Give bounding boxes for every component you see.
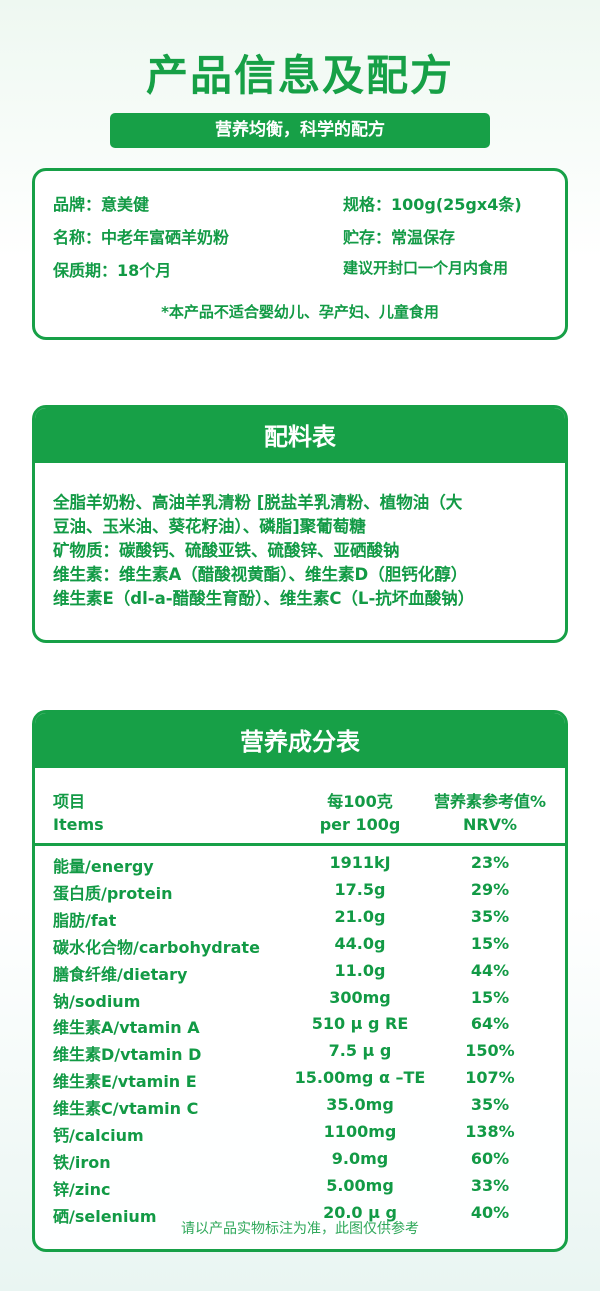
table-row: 钠/sodium 300mg 15% <box>35 988 565 1015</box>
cell-per: 510 μ g RE <box>311 1014 409 1034</box>
cell-nrv: 23% <box>470 853 510 872</box>
disclaimer: 请以产品实物标注为准，此图仅供参考 <box>181 1221 419 1237</box>
cell-per: 20.0 μ g <box>323 1202 397 1222</box>
cell-per: 5.00mg <box>326 1175 394 1195</box>
table-row: 硒/selenium 20.0 μ g 40% <box>35 1203 565 1230</box>
subtitle-banner: 营养均衡，科学的配方 <box>110 113 490 148</box>
cell-item: 钠/sodium <box>53 991 141 1011</box>
cell-per: 15.00mg α –TE <box>294 1068 426 1088</box>
table-row: 维生素E/vtamin E 15.00mg α –TE 107% <box>35 1068 565 1095</box>
header-per: 每100克 <box>327 792 393 811</box>
cell-per: 300mg <box>329 987 391 1007</box>
ingredient-line: 豆油、玉米油、葵花籽油）、磷脂]聚葡萄糖 <box>53 517 366 536</box>
table-row: 能量/energy 1911kJ 23% <box>35 853 565 880</box>
table-header-row: Items per 100g NRV% <box>35 815 565 842</box>
cell-per: 17.5g <box>334 879 386 899</box>
header-nrv: 营养素参考值% <box>433 792 547 811</box>
cell-per: 1100mg <box>323 1122 397 1141</box>
cell-item: 硒/selenium <box>53 1206 157 1226</box>
brand: 品牌：意美健 <box>53 195 150 214</box>
spec: 规格：100g(25gx4条) <box>343 195 522 214</box>
ingredient-line: 维生素E（dl-a-醋酸生育酚）、维生素C（L-抗坏血酸钠） <box>53 589 475 608</box>
cell-nrv: 107% <box>465 1068 515 1088</box>
cell-per: 44.0g <box>334 933 386 953</box>
cell-item: 钙/calcium <box>53 1126 144 1145</box>
table-row: 维生素C/vtamin C 35.0mg 35% <box>35 1095 565 1122</box>
cell-nrv: 15% <box>470 987 510 1007</box>
cell-per: 35.0mg <box>326 1095 394 1115</box>
cell-item: 锌/zinc <box>53 1179 111 1199</box>
shelf-life: 保质期：18个月 <box>53 261 172 280</box>
page-title: 产品信息及配方 <box>145 51 454 100</box>
header-divider <box>35 843 565 846</box>
header-nrv: NRV% <box>462 815 518 834</box>
ingredients-card: 配料表 全脂羊奶粉、高油羊乳清粉 [脱盐羊乳清粉、植物油（大 豆油、玉米油、葵花… <box>32 405 568 643</box>
cell-nrv: 40% <box>470 1202 510 1222</box>
ingredient-line: 矿物质：碳酸钙、硫酸亚铁、硫酸锌、亚硒酸钠 <box>53 541 400 560</box>
cell-nrv: 15% <box>470 933 510 953</box>
product-name: 名称：中老年富硒羊奶粉 <box>53 228 230 247</box>
table-row: 脂肪/fat 21.0g 35% <box>35 907 565 934</box>
storage: 贮存：常温保存 <box>343 228 456 247</box>
ingredients-list: 全脂羊奶粉、高油羊乳清粉 [脱盐羊乳清粉、植物油（大 豆油、玉米油、葵花籽油）、… <box>35 463 565 611</box>
ingredient-line: 全脂羊奶粉、高油羊乳清粉 [脱盐羊乳清粉、植物油（大 <box>53 493 463 512</box>
cell-nrv: 44% <box>470 960 510 980</box>
cell-per: 21.0g <box>334 906 386 926</box>
cell-nrv: 64% <box>470 1014 510 1034</box>
advice: 建议开封口一个月内食用 <box>343 259 509 277</box>
cell-per: 9.0mg <box>331 1148 389 1168</box>
table-row: 膳食纤维/dietary 11.0g 44% <box>35 961 565 988</box>
header-item: Items <box>53 815 104 834</box>
table-row: 碳水化合物/carbohydrate 44.0g 15% <box>35 934 565 961</box>
table-row: 维生素A/vtamin A 510 μ g RE 64% <box>35 1014 565 1041</box>
cell-item: 铁/iron <box>53 1152 111 1172</box>
table-row: 锌/zinc 5.00mg 33% <box>35 1176 565 1203</box>
table-header-row: 项目 每100克 营养素参考值% <box>35 788 565 815</box>
ingredients-heading: 配料表 <box>35 408 565 463</box>
cell-nrv: 150% <box>465 1041 515 1061</box>
cell-nrv: 60% <box>470 1148 510 1168</box>
cell-item: 膳食纤维/dietary <box>53 964 188 984</box>
product-info-card: 品牌：意美健 规格：100g(25gx4条) 名称：中老年富硒羊奶粉 贮存：常温… <box>32 168 568 340</box>
cell-per: 7.5 μ g <box>328 1041 392 1061</box>
cell-item: 脂肪/fat <box>53 910 117 930</box>
nutrition-card: 营养成分表 项目 每100克 营养素参考值% Items per 100g NR… <box>32 710 568 1252</box>
cell-per: 1911kJ <box>329 853 391 872</box>
table-row: 钙/calcium 1100mg 138% <box>35 1122 565 1149</box>
cell-nrv: 33% <box>470 1175 510 1195</box>
cell-per: 11.0g <box>334 960 386 980</box>
table-row: 维生素D/vtamin D 7.5 μ g 150% <box>35 1041 565 1068</box>
cell-item: 维生素D/vtamin D <box>53 1045 202 1065</box>
table-row: 铁/iron 9.0mg 60% <box>35 1149 565 1176</box>
cell-item: 蛋白质/protein <box>53 883 173 903</box>
cell-nrv: 35% <box>470 906 510 926</box>
cell-nrv: 29% <box>470 879 510 899</box>
cell-item: 维生素E/vtamin E <box>53 1072 197 1092</box>
cell-item: 维生素A/vtamin A <box>53 1018 200 1038</box>
cell-item: 能量/energy <box>53 857 154 876</box>
cell-nrv: 35% <box>470 1095 510 1115</box>
cell-item: 碳水化合物/carbohydrate <box>53 937 260 957</box>
header-item: 项目 <box>53 792 86 811</box>
nutrition-heading: 营养成分表 <box>35 713 565 768</box>
warning-note: *本产品不适合婴幼儿、孕产妇、儿童食用 <box>161 303 439 321</box>
cell-nrv: 138% <box>465 1122 515 1141</box>
cell-item: 维生素C/vtamin C <box>53 1099 199 1119</box>
table-row: 蛋白质/protein 17.5g 29% <box>35 880 565 907</box>
ingredient-line: 维生素：维生素A（醋酸视黄酯）、维生素D（胆钙化醇） <box>53 565 468 584</box>
header-per: per 100g <box>319 815 401 834</box>
